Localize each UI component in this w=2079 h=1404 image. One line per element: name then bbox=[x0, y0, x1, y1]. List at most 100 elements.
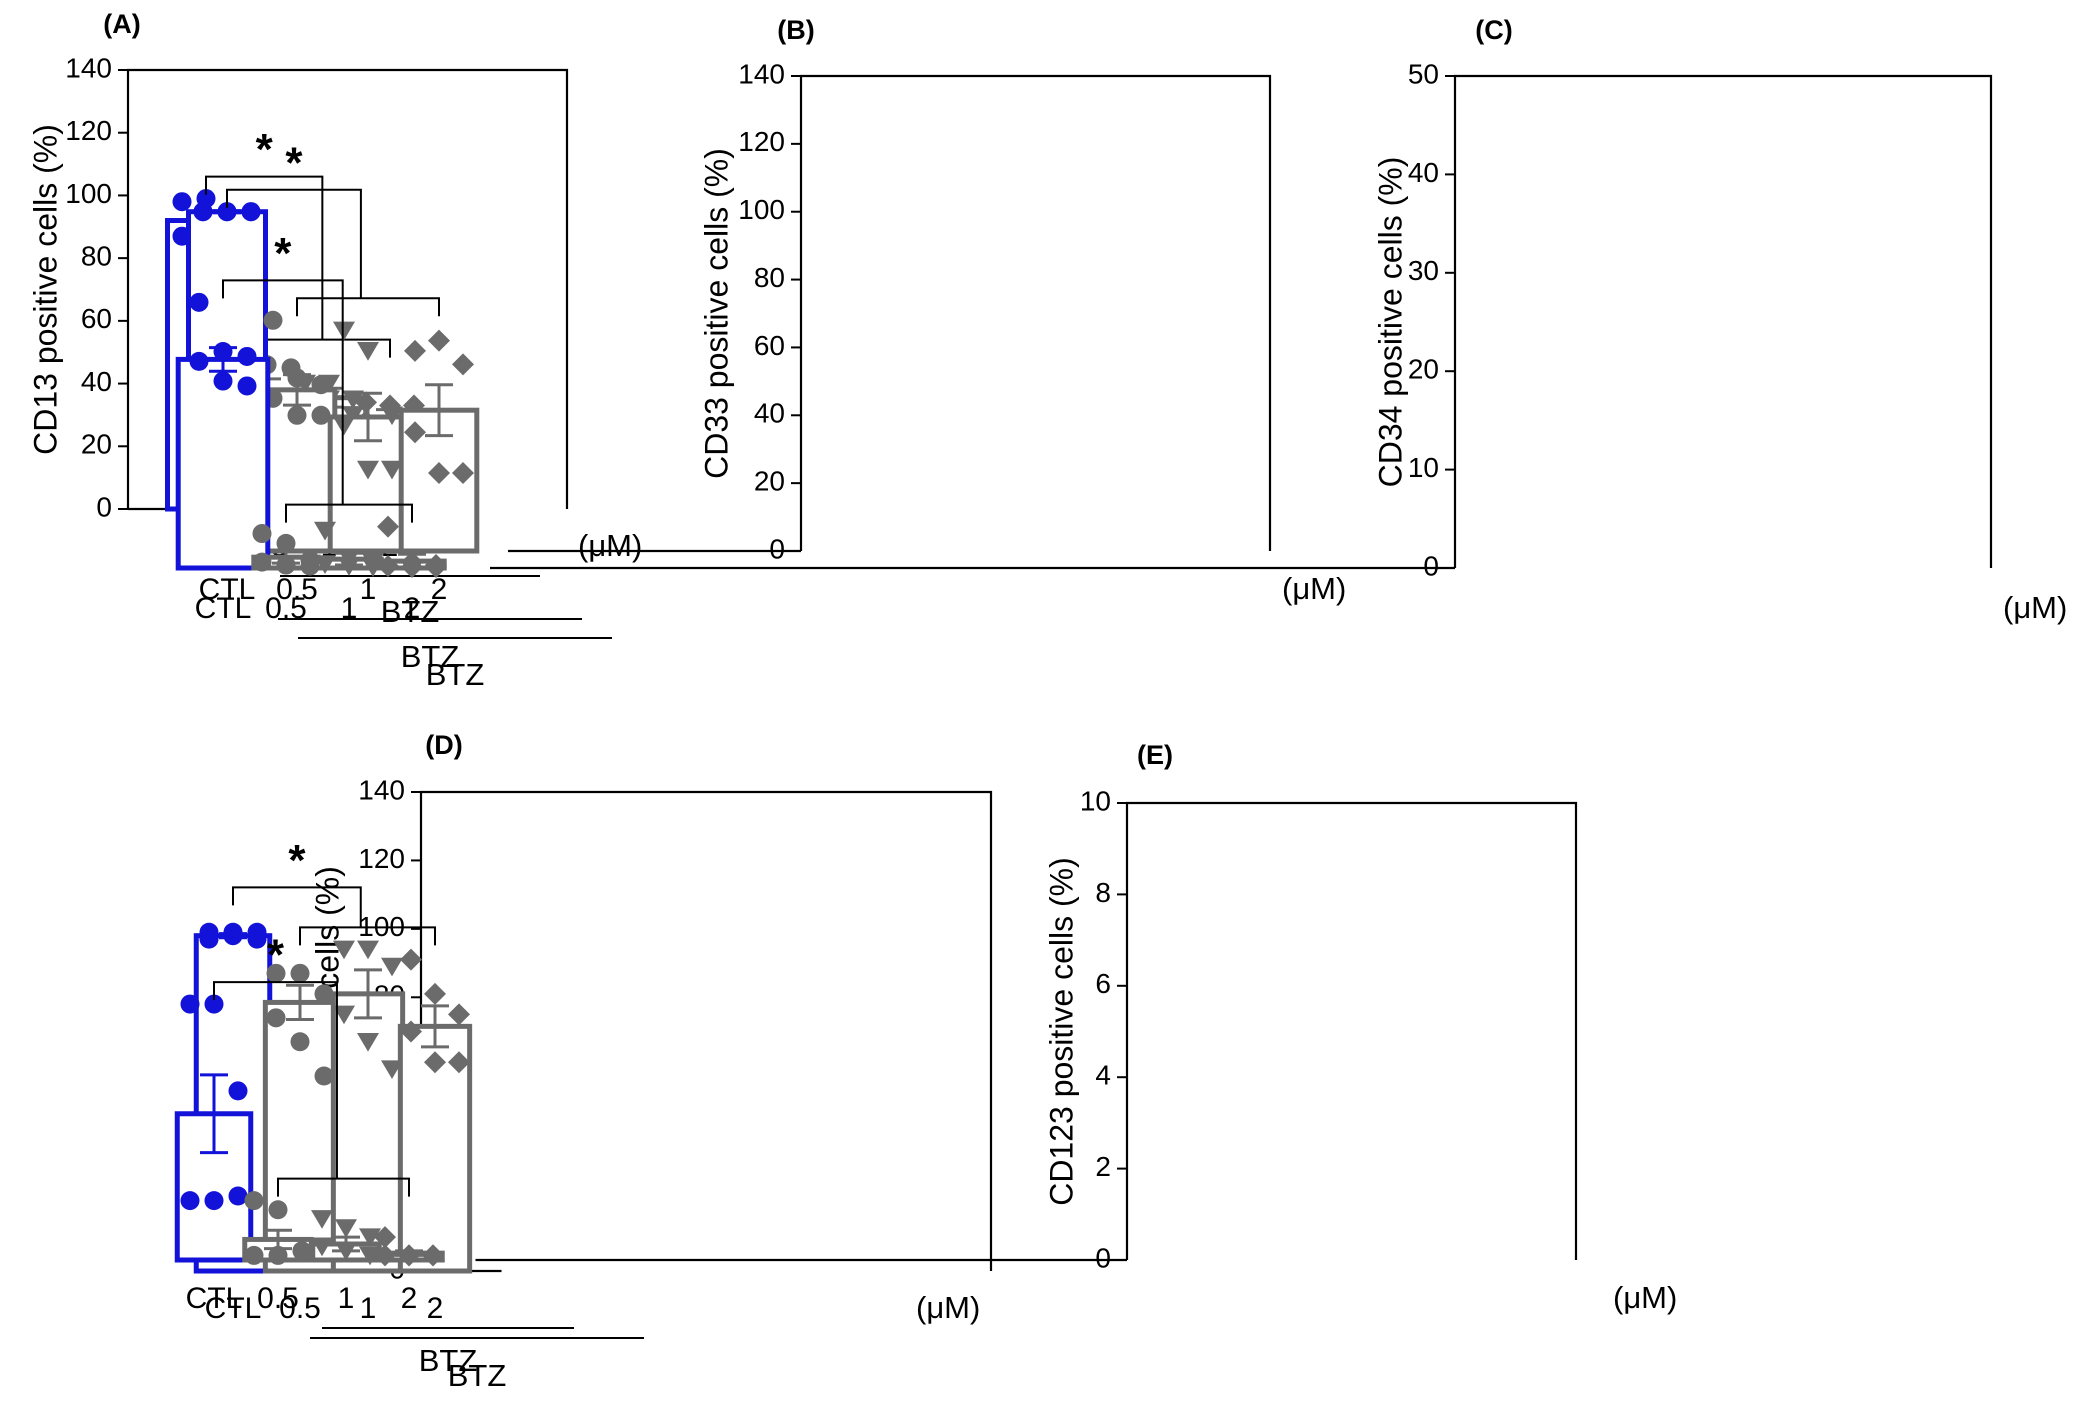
data-point bbox=[213, 342, 233, 362]
x-tick-label: CTL bbox=[199, 573, 256, 606]
data-point bbox=[252, 524, 272, 544]
data-point bbox=[374, 1226, 396, 1249]
data-point bbox=[374, 1244, 396, 1267]
data-point bbox=[357, 342, 379, 361]
y-tick-label: 80 bbox=[81, 241, 112, 272]
data-point bbox=[357, 1032, 379, 1052]
x-tick-label: 2 bbox=[427, 1292, 444, 1325]
y-tick-label: 140 bbox=[738, 58, 785, 89]
y-tick-label: 40 bbox=[1408, 157, 1439, 188]
data-point bbox=[428, 461, 450, 484]
data-point bbox=[266, 963, 286, 983]
y-tick-label: 140 bbox=[65, 52, 112, 83]
y-tick-label: 100 bbox=[65, 178, 112, 209]
panel-letter: (D) bbox=[425, 730, 462, 760]
y-axis-title: CD123 positive cells (%) bbox=[1043, 857, 1079, 1206]
x-tick-label: 1 bbox=[360, 1292, 377, 1325]
axis-frame bbox=[1453, 74, 1993, 568]
data-point bbox=[381, 957, 403, 977]
significance-bracket bbox=[232, 886, 362, 928]
data-point bbox=[237, 376, 257, 396]
data-point bbox=[381, 406, 403, 426]
btz-label: BTZ bbox=[381, 594, 440, 629]
x-tick-label: CTL bbox=[205, 1292, 262, 1325]
data-point bbox=[314, 521, 336, 541]
y-tick-label: 120 bbox=[738, 126, 785, 157]
data-point bbox=[428, 329, 450, 352]
x-tick-label: 2 bbox=[404, 592, 421, 625]
significance-star: * bbox=[256, 125, 274, 174]
y-tick-label: 60 bbox=[754, 330, 785, 361]
data-point bbox=[266, 1008, 286, 1028]
y-tick-label: 100 bbox=[738, 194, 785, 225]
btz-label: BTZ bbox=[448, 1358, 507, 1393]
group-bracket bbox=[285, 503, 413, 523]
y-tick-label: 2 bbox=[1095, 1151, 1111, 1182]
significance-bracket bbox=[205, 175, 324, 340]
data-point bbox=[398, 1244, 420, 1267]
data-point bbox=[452, 353, 474, 376]
chart-panel-3: (D)020406080100120140CD38 positive cells… bbox=[193, 730, 993, 1393]
data-point bbox=[172, 192, 192, 212]
x-tick-label: CTL bbox=[195, 592, 252, 625]
chart-panel-1: (B) 0 20 40 60 80 100 120 140 CD33 positive cells… bbox=[186, 15, 1346, 674]
y-tick-label: 0 bbox=[1095, 1242, 1111, 1273]
data-point bbox=[342, 390, 364, 410]
data-point bbox=[381, 1060, 403, 1080]
data-point bbox=[290, 963, 310, 983]
data-point bbox=[189, 292, 209, 312]
x-tick-label: 0.5 bbox=[279, 1292, 321, 1325]
data-point bbox=[333, 940, 355, 960]
significance-bracket bbox=[213, 981, 338, 1179]
x-tick-label: 0.5 bbox=[257, 1282, 299, 1315]
y-tick-label: 80 bbox=[754, 262, 785, 293]
data-point bbox=[377, 555, 399, 578]
data-point bbox=[180, 1191, 200, 1211]
y-tick-label: 6 bbox=[1095, 968, 1111, 999]
y-tick-label: 0 bbox=[96, 491, 112, 522]
x-tick-label: 1 bbox=[338, 1282, 355, 1315]
x-tick-label: 1 bbox=[341, 592, 358, 625]
data-point bbox=[355, 391, 377, 414]
panel-letter: (E) bbox=[1137, 740, 1173, 770]
data-point bbox=[268, 1245, 288, 1265]
data-point bbox=[193, 202, 213, 222]
data-point bbox=[180, 994, 200, 1014]
data-point bbox=[223, 922, 243, 942]
data-point bbox=[204, 1191, 224, 1211]
data-point bbox=[311, 1210, 333, 1229]
data-point bbox=[204, 994, 224, 1014]
y-tick-label: 10 bbox=[1408, 452, 1439, 483]
y-tick-label: 120 bbox=[358, 843, 405, 874]
btz-label: BTZ bbox=[419, 1343, 478, 1378]
y-tick-label: 20 bbox=[1408, 354, 1439, 385]
x-tick-label: CTL bbox=[186, 1282, 243, 1315]
data-point bbox=[268, 1200, 288, 1220]
y-tick-label: 50 bbox=[1408, 58, 1439, 89]
data-point bbox=[335, 1242, 357, 1261]
y-tick-label: 120 bbox=[65, 115, 112, 146]
data-point bbox=[333, 1005, 355, 1025]
panel-letter: (C) bbox=[1475, 15, 1512, 45]
unit-label: (μM) bbox=[578, 528, 642, 563]
data-point bbox=[252, 552, 272, 572]
data-point bbox=[237, 346, 257, 366]
data-point bbox=[404, 339, 426, 362]
data-point bbox=[335, 1219, 357, 1238]
data-point bbox=[228, 1081, 248, 1101]
x-tick-label: 2 bbox=[401, 1282, 418, 1315]
data-point bbox=[452, 461, 474, 484]
y-tick-label: 40 bbox=[81, 366, 112, 397]
data-point bbox=[314, 555, 336, 574]
data-point bbox=[357, 940, 379, 960]
group-bracket bbox=[299, 926, 436, 946]
axis-frame bbox=[126, 68, 569, 509]
data-point bbox=[228, 1186, 248, 1206]
data-point bbox=[287, 405, 307, 425]
unit-label: (μM) bbox=[2003, 590, 2067, 625]
btz-label: BTZ bbox=[401, 639, 460, 674]
data-point bbox=[314, 984, 334, 1004]
significance-bracket bbox=[222, 279, 344, 505]
data-point bbox=[263, 310, 283, 330]
